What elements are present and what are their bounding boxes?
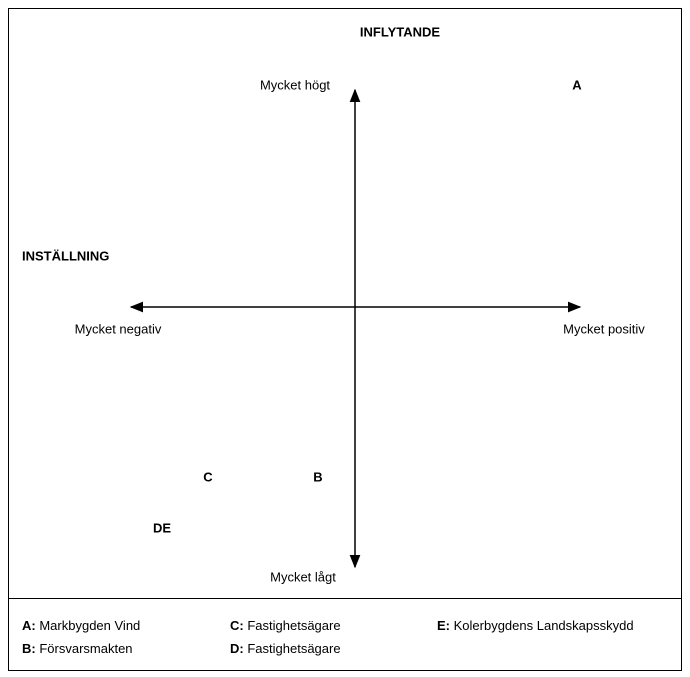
title: INFLYTANDE: [360, 24, 441, 39]
axis-label: Mycket lågt: [270, 569, 336, 584]
axis-title: INSTÄLLNING: [22, 248, 109, 263]
legend-label: Fastighetsägare: [247, 641, 340, 656]
frame: [8, 8, 682, 671]
legend-item: E: Kolerbygdens Landskapsskydd: [437, 618, 634, 633]
legend-label: Markbygden Vind: [39, 618, 140, 633]
point-label: A: [572, 77, 582, 92]
legend-key: D:: [230, 641, 244, 656]
axis-label: Mycket negativ: [75, 321, 162, 336]
point-label: C: [203, 469, 213, 484]
legend-label: Fastighetsägare: [247, 618, 340, 633]
legend-label: Försvarsmakten: [39, 641, 132, 656]
legend-key: B:: [22, 641, 36, 656]
legend-key: E:: [437, 618, 450, 633]
legend-label: Kolerbygdens Landskapsskydd: [454, 618, 634, 633]
legend-item: C: Fastighetsägare: [230, 618, 341, 633]
legend-item: A: Markbygden Vind: [22, 618, 140, 633]
axis-label: Mycket positiv: [563, 321, 645, 336]
legend-item: D: Fastighetsägare: [230, 641, 341, 656]
axis-label: Mycket högt: [260, 77, 330, 92]
point-label: B: [313, 469, 322, 484]
legend-key: A:: [22, 618, 36, 633]
legend-item: B: Försvarsmakten: [22, 641, 133, 656]
legend-key: C:: [230, 618, 244, 633]
point-label: DE: [153, 520, 171, 535]
